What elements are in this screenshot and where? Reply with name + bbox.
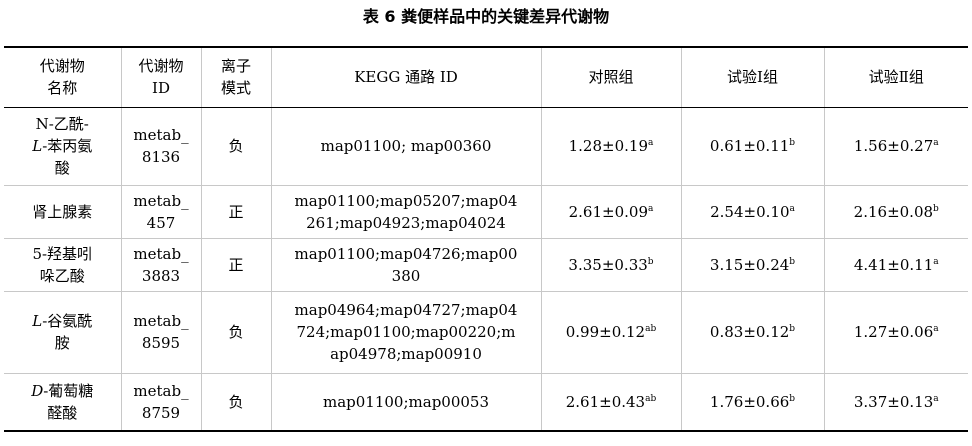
header-metabolite-name: 代谢物 名称 (4, 46, 121, 108)
trial1-value-cell: 1.76±0.66b (680, 373, 824, 431)
trial1-value-cell: 0.61±0.11b (680, 107, 824, 185)
ion-mode-cell: 负 (200, 107, 271, 185)
metabolite-name-cell: D-葡萄糖 醛酸 (31, 381, 94, 422)
metabolite-id-cell: metab_ 457 (120, 185, 201, 238)
header-kegg: KEGG 通路 ID (270, 46, 541, 108)
header-trial-1: 试验Ⅰ组 (680, 46, 824, 108)
metabolite-name-cell: 5-羟基吲 哚乙酸 (32, 244, 93, 285)
control-value-cell: 3.35±0.33b (540, 238, 681, 291)
table-row: N-乙酰- L-苯丙氨酸 metab_ 8136 负 map01100; map00… (4, 107, 968, 185)
control-value-cell: 2.61±0.43ab (540, 373, 681, 431)
kegg-cell: map01100; map00360 (270, 107, 541, 185)
metabolite-id-cell: metab_ 8136 (120, 107, 201, 185)
kegg-cell: map01100;map04726;map00 380 (270, 238, 541, 291)
metabolite-id-cell: metab_ 8595 (120, 291, 201, 373)
header-metabolite-id: 代谢物 ID (120, 46, 201, 108)
metabolite-table: 代谢物 名称 代谢物 ID 离子 模式 KEGG 通路 ID 对照组 试验Ⅰ组 试验Ⅱ… (4, 46, 968, 432)
header-trial-2: 试验Ⅱ组 (823, 46, 968, 108)
table-row: 5-羟基吲 哚乙酸 metab_ 3883 正 map01100;map04726;… (4, 238, 968, 291)
metabolite-id-cell: metab_ 3883 (120, 238, 201, 291)
control-value-cell: 2.61±0.09a (540, 185, 681, 238)
metabolite-name-cell: N-乙酰- L-苯丙氨酸 (32, 115, 93, 177)
trial2-value-cell: 1.56±0.27a (823, 107, 968, 185)
header-control: 对照组 (540, 46, 681, 108)
control-value-cell: 1.28±0.19a (540, 107, 681, 185)
metabolite-name-cell: L-谷氨酰胺 (32, 312, 93, 352)
trial2-value-cell: 3.37±0.13a (823, 373, 968, 431)
metabolite-name-cell: 肾上腺素 (32, 202, 93, 221)
ion-mode-cell: 负 (200, 373, 271, 431)
trial1-value-cell: 2.54±0.10a (680, 185, 824, 238)
trial2-value-cell: 1.27±0.06a (823, 291, 968, 373)
table-title: 表 6 粪便样品中的关键差异代谢物 (362, 7, 610, 26)
ion-mode-cell: 正 (200, 238, 271, 291)
table-row: L-谷氨酰胺 metab_ 8595 负 map04964;map04727;ma… (4, 291, 968, 373)
trial1-value-cell: 3.15±0.24b (680, 238, 824, 291)
table-row: D-葡萄糖 醛酸 metab_ 8759 负 map01100;map00053 2… (4, 373, 968, 431)
kegg-cell: map01100;map05207;map04 261;map04923;map0… (270, 185, 541, 238)
metabolite-id-cell: metab_ 8759 (120, 373, 201, 431)
trial2-value-cell: 4.41±0.11a (823, 238, 968, 291)
kegg-cell: map01100;map00053 (270, 373, 541, 431)
table-row: 肾上腺素 metab_ 457 正 map01100;map05207;map04… (4, 185, 968, 238)
trial2-value-cell: 2.16±0.08b (823, 185, 968, 238)
header-ion-mode: 离子 模式 (200, 46, 271, 108)
trial1-value-cell: 0.83±0.12b (680, 291, 824, 373)
header-row: 代谢物 名称 代谢物 ID 离子 模式 KEGG 通路 ID 对照组 试验Ⅰ组 试验Ⅱ… (4, 46, 968, 108)
control-value-cell: 0.99±0.12ab (540, 291, 681, 373)
ion-mode-cell: 负 (200, 291, 271, 373)
kegg-cell: map04964;map04727;map04 724;map01100;map0… (270, 291, 541, 373)
ion-mode-cell: 正 (200, 185, 271, 238)
